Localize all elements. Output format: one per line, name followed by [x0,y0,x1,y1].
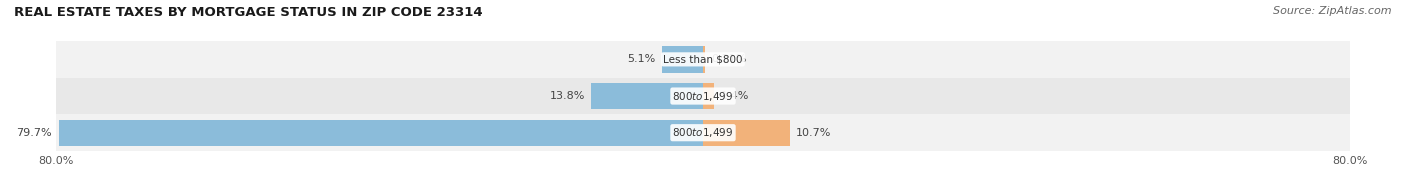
Bar [703,46,704,73]
Bar [662,46,703,73]
Text: 79.7%: 79.7% [17,128,52,138]
Text: 13.8%: 13.8% [550,91,585,101]
Bar [56,41,1350,78]
Text: $800 to $1,499: $800 to $1,499 [672,126,734,139]
Text: 0.21%: 0.21% [711,54,747,64]
Bar [59,120,703,146]
Text: $800 to $1,499: $800 to $1,499 [672,90,734,103]
Text: 10.7%: 10.7% [796,128,831,138]
Bar [703,120,790,146]
Bar [592,83,703,109]
Text: Source: ZipAtlas.com: Source: ZipAtlas.com [1274,6,1392,16]
Text: REAL ESTATE TAXES BY MORTGAGE STATUS IN ZIP CODE 23314: REAL ESTATE TAXES BY MORTGAGE STATUS IN … [14,6,482,19]
Bar [56,114,1350,151]
Bar [703,83,714,109]
Text: 1.4%: 1.4% [721,91,749,101]
Text: Less than $800: Less than $800 [664,54,742,64]
Bar [56,78,1350,114]
Text: 5.1%: 5.1% [627,54,655,64]
